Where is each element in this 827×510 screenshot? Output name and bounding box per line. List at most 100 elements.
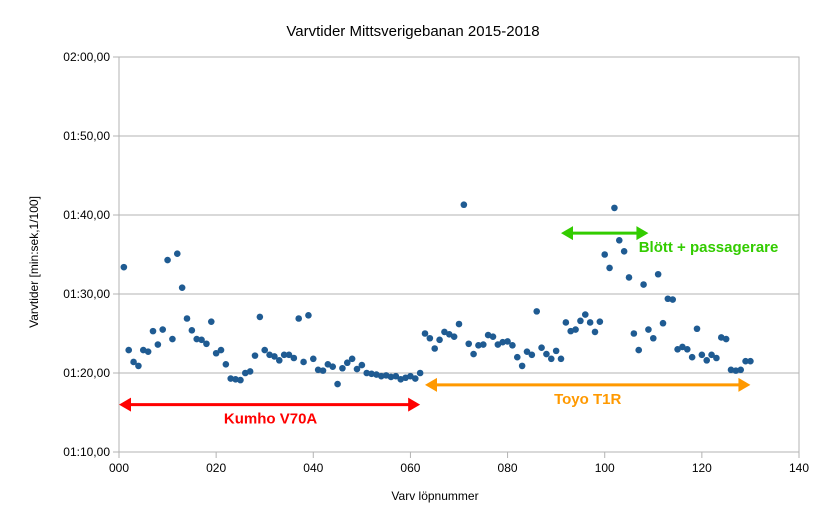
data-point: [125, 346, 133, 354]
data-point: [271, 353, 278, 360]
data-point: [421, 330, 429, 337]
data-point: [528, 351, 536, 359]
data-point: [154, 341, 162, 348]
annotation-label: Toyo T1R: [554, 391, 621, 408]
x-axis-ticks: 000 020 040 060 080 100 120 140: [109, 452, 809, 475]
y-axis-label: Varvtider [min:sek,1/100]: [27, 196, 41, 328]
data-point: [742, 357, 749, 365]
data-point: [261, 346, 269, 354]
data-point: [703, 357, 711, 364]
data-point: [504, 338, 511, 345]
data-point: [411, 375, 419, 382]
data-point: [392, 372, 400, 380]
annotations: Kumho V70A Toyo T1R Blött + passagerare: [119, 226, 778, 428]
data-point: [611, 204, 618, 212]
data-point: [290, 354, 298, 362]
data-point: [120, 263, 128, 271]
annotation-arrow-head-left: [425, 377, 437, 392]
data-point: [334, 380, 341, 388]
x-tick-label: 040: [303, 461, 323, 475]
y-axis-ticks: 01:10,00 01:20,00 01:30,00 01:40,00 01:50,00…: [63, 50, 119, 459]
annotation-arrow-head-right: [738, 377, 751, 392]
data-point: [737, 366, 745, 374]
data-point: [314, 366, 322, 374]
data-point: [499, 338, 507, 346]
data-point: [683, 346, 691, 353]
data-point: [455, 320, 463, 328]
data-point: [348, 355, 356, 363]
annotation-label: Kumho V70A: [224, 411, 318, 428]
data-point: [183, 315, 191, 322]
data-point: [431, 345, 439, 352]
data-point: [285, 351, 293, 359]
data-points: [120, 201, 754, 388]
data-point: [465, 340, 473, 348]
data-point: [222, 361, 230, 368]
data-point: [596, 318, 604, 325]
data-point: [159, 326, 167, 333]
data-point: [329, 363, 337, 370]
data-point: [339, 364, 346, 372]
data-point: [363, 369, 371, 377]
data-point: [173, 250, 181, 258]
y-tick-label: 02:00,00: [63, 50, 110, 64]
annotation-arrow-head-right: [636, 226, 649, 241]
x-tick-label: 000: [109, 461, 129, 475]
y-tick-label: 01:20,00: [63, 366, 110, 380]
data-point: [212, 349, 220, 357]
plot-area: [118, 56, 800, 453]
x-tick-label: 120: [692, 461, 712, 475]
data-point: [300, 358, 307, 366]
data-point: [178, 284, 186, 291]
data-point: [659, 319, 667, 327]
annotation-arrow-head-left: [119, 397, 131, 412]
data-point: [207, 318, 215, 325]
data-point: [543, 350, 550, 358]
data-point: [377, 372, 385, 380]
data-point: [475, 342, 482, 349]
data-point: [319, 367, 327, 374]
data-point: [693, 325, 701, 333]
data-point: [664, 295, 672, 303]
data-point: [601, 251, 609, 258]
y-tick-label: 01:40,00: [63, 208, 110, 222]
data-point: [343, 359, 351, 367]
x-tick-label: 020: [206, 461, 226, 475]
data-point: [193, 335, 201, 343]
data-point: [732, 367, 740, 374]
data-point: [523, 348, 531, 355]
x-tick-label: 080: [498, 461, 518, 475]
data-point: [489, 333, 497, 340]
data-point: [727, 366, 735, 374]
data-point: [479, 341, 487, 348]
data-point: [256, 313, 264, 321]
data-point: [295, 315, 303, 322]
data-point: [747, 357, 754, 365]
data-point: [562, 319, 570, 326]
data-point: [547, 355, 555, 363]
data-point: [149, 327, 157, 335]
data-point: [698, 351, 706, 359]
data-point: [227, 375, 235, 382]
data-point: [368, 370, 375, 378]
data-point: [450, 333, 458, 340]
data-point: [557, 355, 565, 363]
data-point: [387, 373, 395, 381]
data-point: [654, 270, 662, 278]
data-point: [426, 334, 434, 342]
data-point: [130, 358, 137, 366]
y-tick-label: 01:30,00: [63, 287, 110, 301]
data-point: [460, 201, 468, 209]
y-tick-label: 01:10,00: [63, 445, 110, 459]
data-point: [586, 319, 594, 326]
data-point: [708, 351, 715, 359]
data-point: [353, 365, 361, 373]
data-point: [509, 342, 516, 349]
data-point: [275, 357, 283, 364]
annotation-arrow-head-right: [408, 397, 421, 412]
data-point: [217, 346, 225, 354]
data-point: [470, 350, 477, 358]
data-point: [538, 344, 545, 352]
data-point: [625, 274, 633, 281]
